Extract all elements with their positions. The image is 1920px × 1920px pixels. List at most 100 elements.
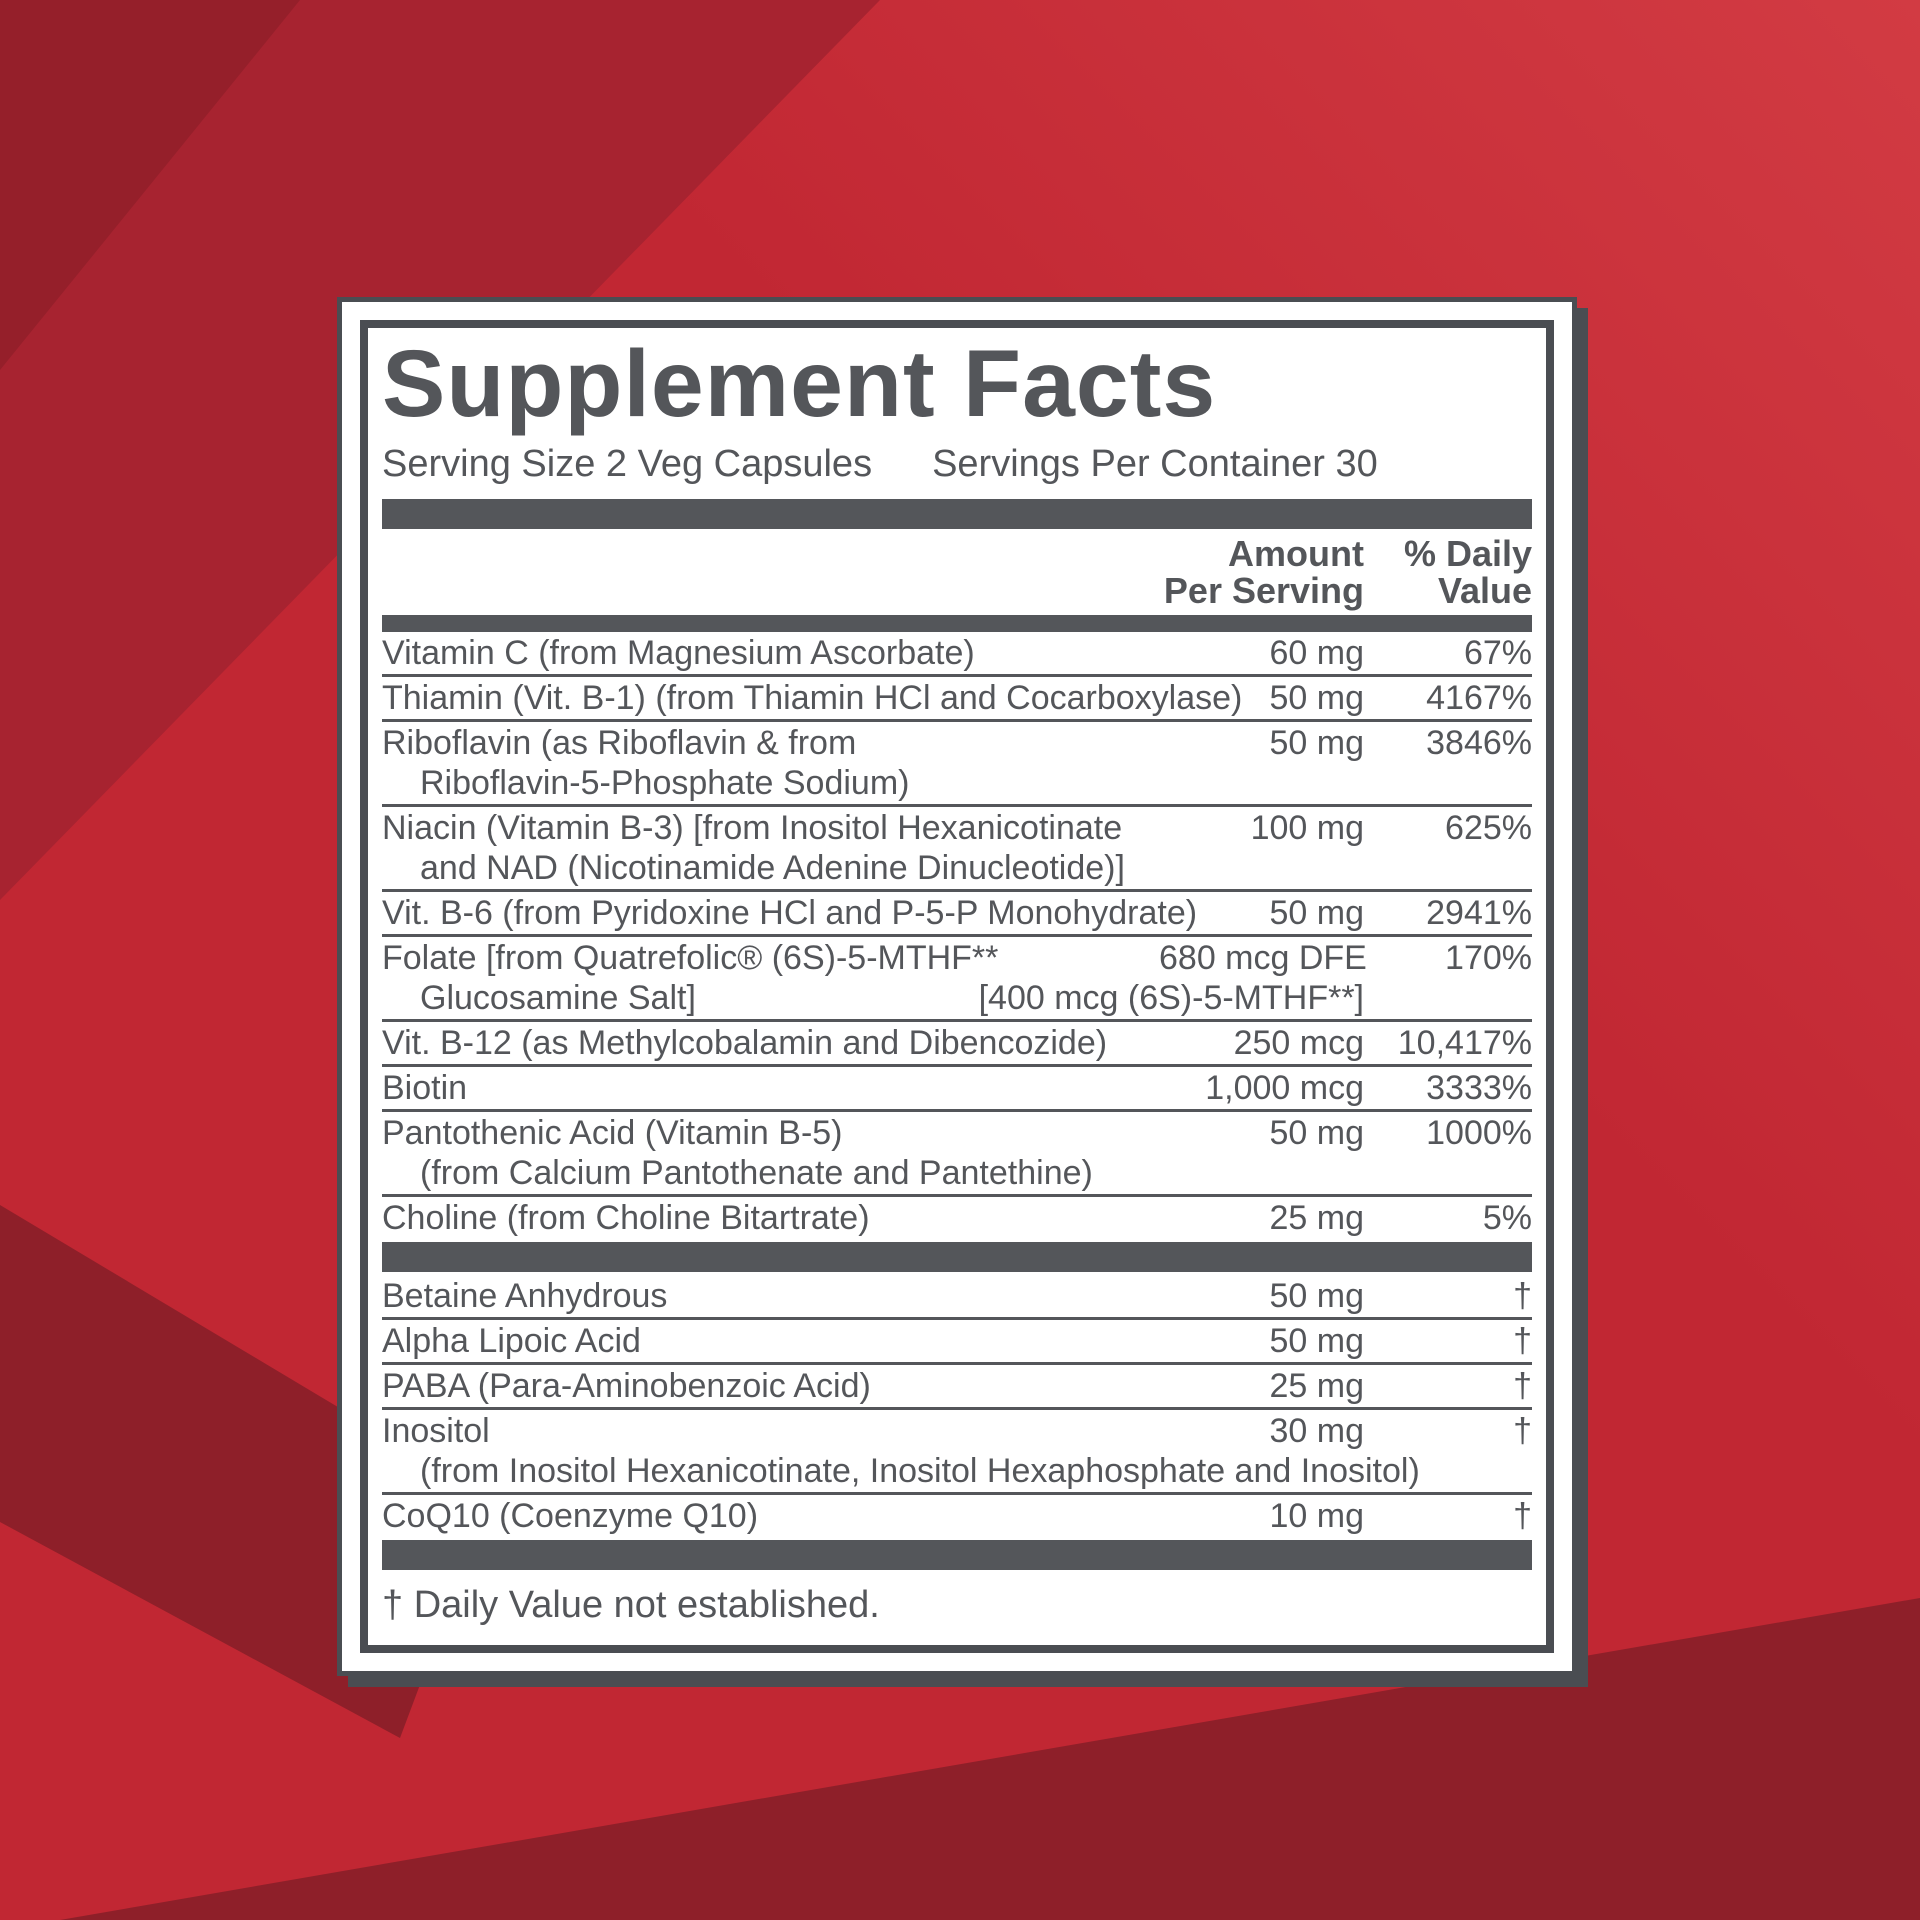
- nutrient-daily-value: 4167%: [1426, 679, 1532, 718]
- nutrient-amount: 30 mg: [1269, 1412, 1365, 1451]
- background-facet-bottom-right: [60, 1598, 1920, 1920]
- table-row: Riboflavin (as Riboflavin & from 50 mg 384…: [382, 719, 1532, 804]
- nutrient-name: Alpha Lipoic Acid: [382, 1322, 641, 1361]
- nutrient-daily-value: 67%: [1463, 634, 1532, 673]
- nutrient-daily-value: 5%: [1482, 1199, 1532, 1238]
- nutrient-amount: 50 mg: [1269, 1277, 1365, 1316]
- table-row: Choline (from Choline Bitartrate) 25 mg 5%: [382, 1194, 1532, 1239]
- nutrient-amount: 25 mg: [1269, 1199, 1365, 1238]
- divider-bar: [382, 498, 1532, 529]
- table-row-line: Alpha Lipoic Acid 50 mg †: [382, 1321, 1532, 1361]
- nutrient-amount: 25 mg: [1269, 1367, 1365, 1406]
- table-row-continuation: Glucosamine Salt] [400 mcg (6S)-5-MTHF**]: [382, 978, 1532, 1018]
- table-row-line: PABA (Para-Aminobenzoic Acid) 25 mg †: [382, 1366, 1532, 1406]
- nutrient-name: PABA (Para-Aminobenzoic Acid): [382, 1367, 871, 1406]
- table-row: Biotin 1,000 mcg 3333%: [382, 1064, 1532, 1109]
- percent-daily-value-header: % Daily Value: [1403, 532, 1532, 612]
- table-row-continuation: (from Inositol Hexanicotinate, Inositol …: [382, 1451, 1532, 1491]
- table-row: Vit. B-12 (as Methylcobalamin and Dibenc…: [382, 1019, 1532, 1064]
- table-row-continuation: and NAD (Nicotinamide Adenine Dinucleoti…: [382, 848, 1532, 888]
- nutrient-daily-value: †: [1513, 1412, 1532, 1451]
- nutrient-daily-value: 170%: [1445, 939, 1532, 978]
- column-header-row: Amount Per Serving % Daily Value: [382, 532, 1532, 612]
- supplement-facts-title: Supplement Facts: [382, 331, 1217, 437]
- nutrient-name: Vit. B-12 (as Methylcobalamin and Dibenc…: [382, 1024, 1108, 1063]
- nutrient-name: Inositol: [382, 1412, 490, 1451]
- nutrient-name: Pantothenic Acid (Vitamin B-5): [382, 1114, 843, 1153]
- nutrient-name: Biotin: [382, 1069, 468, 1108]
- nutrient-name-continued: (from Inositol Hexanicotinate, Inositol …: [420, 1452, 1420, 1491]
- nutrient-amount: 680 mcg DFE: [1159, 939, 1367, 978]
- table-row-line: Niacin (Vitamin B-3) [from Inositol Hexa…: [382, 808, 1532, 848]
- serving-info: Serving Size 2 Veg Capsules Servings Per…: [382, 443, 1532, 487]
- table-row: PABA (Para-Aminobenzoic Acid) 25 mg †: [382, 1362, 1532, 1407]
- servings-per-container: Servings Per Container 30: [932, 442, 1378, 485]
- nutrient-daily-value: 3333%: [1426, 1069, 1532, 1108]
- nutrient-amount: 60 mg: [1269, 634, 1365, 673]
- nutrient-amount-detail: [400 mcg (6S)-5-MTHF**]: [978, 979, 1364, 1018]
- supplement-facts-panel: Supplement Facts Serving Size 2 Veg Caps…: [337, 297, 1577, 1677]
- table-row-continuation: (from Calcium Pantothenate and Pantethin…: [382, 1153, 1532, 1193]
- nutrient-name: Niacin (Vitamin B-3) [from Inositol Hexa…: [382, 809, 1123, 848]
- table-row: Niacin (Vitamin B-3) [from Inositol Hexa…: [382, 804, 1532, 889]
- supplement-facts-frame: Supplement Facts Serving Size 2 Veg Caps…: [360, 320, 1554, 1654]
- table-row-line: Vit. B-6 (from Pyridoxine HCl and P-5-P …: [382, 893, 1532, 933]
- daily-value-footnote: † Daily Value not established.: [382, 1584, 880, 1627]
- table-row: Pantothenic Acid (Vitamin B-5) 50 mg 1000%…: [382, 1109, 1532, 1194]
- background-facet-top-left-corner: [0, 0, 300, 370]
- nutrient-amount: 100 mg: [1250, 809, 1364, 848]
- nutrient-name: Folate [from Quatrefolic® (6S)-5-MTHF**: [382, 939, 999, 978]
- table-row: Thiamin (Vit. B-1) (from Thiamin HCl and…: [382, 674, 1532, 719]
- nutrient-name-continued: Glucosamine Salt]: [420, 979, 696, 1018]
- table-row-line: Riboflavin (as Riboflavin & from 50 mg 384…: [382, 723, 1532, 763]
- nutrient-amount: 250 mcg: [1233, 1024, 1364, 1063]
- nutrient-daily-value: †: [1513, 1497, 1532, 1536]
- nutrient-amount: 50 mg: [1269, 724, 1365, 763]
- table-row: Folate [from Quatrefolic® (6S)-5-MTHF** 6…: [382, 934, 1532, 1019]
- nutrient-amount: 10 mg: [1269, 1497, 1365, 1536]
- nutrient-amount: 50 mg: [1269, 1322, 1365, 1361]
- nutrient-daily-value: †: [1513, 1322, 1532, 1361]
- nutrient-daily-value: 2941%: [1426, 894, 1532, 933]
- table-row: Betaine Anhydrous 50 mg †: [382, 1275, 1532, 1317]
- serving-size: Serving Size 2 Veg Capsules: [382, 442, 873, 485]
- table-row-line: Pantothenic Acid (Vitamin B-5) 50 mg 1000%: [382, 1113, 1532, 1153]
- nutrient-rows-other: Betaine Anhydrous 50 mg † Alpha Lipoic Acid…: [382, 1275, 1532, 1537]
- nutrient-name-continued: Riboflavin-5-Phosphate Sodium): [420, 764, 910, 803]
- table-row-line: Betaine Anhydrous 50 mg †: [382, 1276, 1532, 1316]
- nutrient-name: Thiamin (Vit. B-1) (from Thiamin HCl and…: [382, 679, 1243, 718]
- table-row-line: Vit. B-12 (as Methylcobalamin and Dibenc…: [382, 1023, 1532, 1063]
- divider-bar: [382, 1540, 1532, 1571]
- table-row-line: Folate [from Quatrefolic® (6S)-5-MTHF** 6…: [382, 938, 1532, 978]
- nutrient-name-continued: (from Calcium Pantothenate and Pantethin…: [420, 1154, 1093, 1193]
- divider-bar: [382, 1242, 1532, 1273]
- nutrient-name-continued: and NAD (Nicotinamide Adenine Dinucleoti…: [420, 849, 1125, 888]
- table-row: Inositol 30 mg † (from Inositol Hexanicotin…: [382, 1407, 1532, 1492]
- nutrient-name: CoQ10 (Coenzyme Q10): [382, 1497, 759, 1536]
- nutrient-name: Riboflavin (as Riboflavin & from: [382, 724, 857, 763]
- nutrient-rows-vitamins: Vitamin C (from Magnesium Ascorbate) 60 m…: [382, 632, 1532, 1239]
- table-row-line: Biotin 1,000 mcg 3333%: [382, 1068, 1532, 1108]
- table-row-line: Inositol 30 mg †: [382, 1411, 1532, 1451]
- nutrient-name: Vit. B-6 (from Pyridoxine HCl and P-5-P …: [382, 894, 1198, 933]
- table-row: Alpha Lipoic Acid 50 mg †: [382, 1317, 1532, 1362]
- nutrient-amount: 50 mg: [1269, 894, 1365, 933]
- nutrient-name: Vitamin C (from Magnesium Ascorbate): [382, 634, 975, 673]
- table-row-line: Vitamin C (from Magnesium Ascorbate) 60 m…: [382, 633, 1532, 673]
- nutrient-amount: 1,000 mcg: [1205, 1069, 1364, 1108]
- nutrient-daily-value: 10,417%: [1397, 1024, 1532, 1063]
- table-row-line: Choline (from Choline Bitartrate) 25 mg 5%: [382, 1198, 1532, 1238]
- divider-bar: [382, 615, 1532, 633]
- nutrient-daily-value: 3846%: [1426, 724, 1532, 763]
- amount-per-serving-header: Amount Per Serving: [1163, 532, 1364, 612]
- table-row: Vitamin C (from Magnesium Ascorbate) 60 m…: [382, 632, 1532, 674]
- nutrient-daily-value: †: [1513, 1277, 1532, 1316]
- table-row-continuation: Riboflavin-5-Phosphate Sodium): [382, 763, 1532, 803]
- nutrient-daily-value: †: [1513, 1367, 1532, 1406]
- table-row-line: Thiamin (Vit. B-1) (from Thiamin HCl and…: [382, 678, 1532, 718]
- nutrient-amount: 50 mg: [1269, 679, 1365, 718]
- nutrient-amount: 50 mg: [1269, 1114, 1365, 1153]
- nutrient-daily-value: 625%: [1445, 809, 1532, 848]
- table-row: Vit. B-6 (from Pyridoxine HCl and P-5-P …: [382, 889, 1532, 934]
- nutrient-name: Betaine Anhydrous: [382, 1277, 668, 1316]
